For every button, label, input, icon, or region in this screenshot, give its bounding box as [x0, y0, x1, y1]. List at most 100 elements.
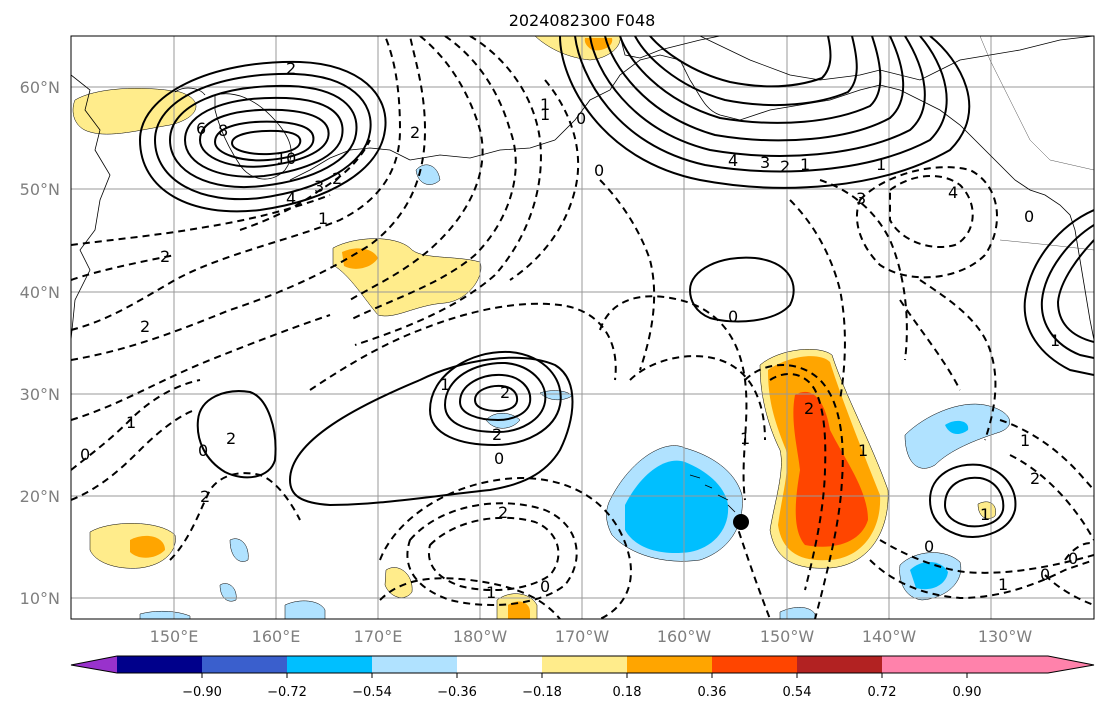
colorbar-segment [797, 656, 882, 673]
negative-anomaly-region [904, 403, 1010, 469]
lat-label: 10°N [20, 589, 60, 608]
colorbar-segment [627, 656, 712, 673]
contour-label: 2 [286, 59, 296, 78]
colorbar-segment [287, 656, 372, 673]
colorbar-segment [117, 656, 202, 673]
lon-label: 160°W [657, 627, 712, 646]
lon-label: 140°W [862, 627, 917, 646]
colorbar-ticks [201, 673, 968, 678]
contour-label: 1 [486, 583, 496, 602]
positive-anomaly-region [130, 535, 165, 558]
latitude-labels: 60°N 50°N 40°N 30°N 20°N 10°N [20, 78, 60, 608]
contour-label: 1 [540, 95, 550, 114]
colorbar-tick-label: −0.72 [267, 685, 307, 700]
contour-label: 2 [200, 487, 210, 506]
location-marker [733, 514, 749, 530]
colorbar-segment [457, 656, 542, 673]
contour-labels: 2 6 8 10 4 3 2 1 2 2 2 1 0 0 4 3 2 1 1 4… [80, 59, 1078, 602]
positive-anomaly-region [72, 88, 197, 135]
colorbar-tick-label: 0.36 [698, 685, 727, 700]
contour-label: 2 [332, 169, 342, 188]
contour-label: 0 [80, 445, 90, 464]
contour-label: 2 [498, 503, 508, 522]
lat-label: 60°N [20, 78, 60, 97]
colorbar-segment [712, 656, 797, 673]
colorbar-tick-label: 0.18 [613, 685, 642, 700]
contour-label: 2 [1030, 469, 1040, 488]
contour-label: 4 [948, 183, 958, 202]
contour-label: 0 [594, 161, 604, 180]
contour-label: 1 [876, 155, 886, 174]
colorbar-tick-label: 0.90 [953, 685, 982, 700]
negative-anomaly-region [284, 600, 326, 619]
contour-label: 4 [286, 189, 296, 208]
contour-label: 3 [760, 153, 770, 172]
contour-label: 1 [540, 105, 550, 124]
contour-label: 0 [1024, 207, 1034, 226]
contour-label: 1 [800, 155, 810, 174]
lat-label: 40°N [20, 283, 60, 302]
contour-label: 4 [728, 151, 738, 170]
colorbar-segment [542, 656, 627, 673]
contour-label: 3 [856, 189, 866, 208]
colorbar-segment [882, 656, 967, 673]
colorbar: −0.90 −0.72 −0.54 −0.36 −0.18 0.18 0.36 … [70, 655, 1095, 700]
contour-label: 0 [198, 441, 208, 460]
longitude-labels: 150°E 160°E 170°E 180°W 170°W 160°W 150°… [150, 627, 1033, 646]
positive-anomaly-region [342, 248, 378, 269]
colorbar-tick-label: −0.54 [352, 685, 392, 700]
colorbar-segment [202, 656, 287, 673]
contour-label: 2 [410, 123, 420, 142]
contour-label: 1 [740, 429, 750, 448]
contour-label: 1 [1050, 331, 1060, 350]
negative-anomaly-region [219, 583, 237, 602]
contour-label: 2 [500, 383, 510, 402]
positive-anomaly-region [508, 601, 530, 619]
contour-label: 1 [440, 375, 450, 394]
colorbar-tick-label: −0.36 [437, 685, 477, 700]
contour-label: 8 [218, 121, 228, 140]
lat-label: 50°N [20, 180, 60, 199]
contour-label: 0 [924, 537, 934, 556]
colorbar-tick-label: 0.54 [783, 685, 812, 700]
contour-label: 0 [540, 577, 550, 596]
contour-label: 1 [858, 441, 868, 460]
map-frame [70, 35, 1095, 620]
contour-label: 1 [998, 575, 1008, 594]
lon-label: 180°W [453, 627, 508, 646]
negative-anomaly-region [415, 164, 441, 185]
colorbar-outline [70, 655, 1095, 674]
lon-label: 160°E [252, 627, 301, 646]
contour-label: 0 [1068, 549, 1078, 568]
contour-label: 0 [1040, 565, 1050, 584]
contour-label: 1 [1020, 431, 1030, 450]
negative-anomaly-region [945, 420, 969, 435]
contour-label: 10 [276, 149, 296, 168]
lon-label: 130°W [978, 627, 1033, 646]
contour-label: 2 [492, 425, 502, 444]
map-title: 2024082300 F048 [509, 11, 656, 30]
contour-label: 3 [314, 177, 324, 196]
contour-label: 0 [728, 307, 738, 326]
contour-label: 1 [318, 209, 328, 228]
negative-anomaly-region [910, 561, 948, 590]
contour-lines [71, 36, 1094, 619]
contour-label: 2 [140, 317, 150, 336]
colorbar-tick-label: 0.72 [868, 685, 897, 700]
lat-label: 20°N [20, 487, 60, 506]
contour-label: 1 [980, 505, 990, 524]
contour-label: 2 [226, 429, 236, 448]
positive-anomaly-region [793, 391, 868, 547]
colorbar-tick-label: −0.90 [182, 685, 222, 700]
shaded-anomaly-layer [72, 36, 1010, 619]
contour-label: 2 [780, 157, 790, 176]
negative-anomaly-region [229, 538, 249, 562]
lon-label: 170°E [354, 627, 403, 646]
contour-label: 2 [804, 399, 814, 418]
contour-label: 0 [494, 449, 504, 468]
contour-label: 0 [576, 109, 586, 128]
colorbar-under-triangle [71, 656, 117, 673]
contour-label: 6 [196, 119, 206, 138]
lon-label: 150°W [760, 627, 815, 646]
